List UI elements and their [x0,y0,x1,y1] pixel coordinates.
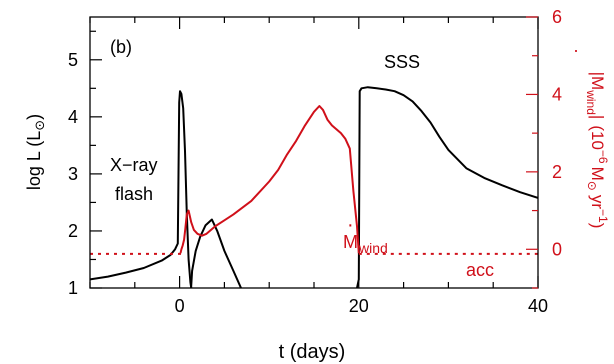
y-right-exp2: −1 [596,209,610,223]
y-right-abs-open: |M [588,72,607,91]
y-left-tick-label: 4 [68,107,78,127]
y-right-wind-sub: wind [584,89,598,115]
y-right-label-dot: · [567,48,587,54]
series-line-m-wind-3 [179,105,360,254]
y-right-exp1: −6 [596,150,610,164]
series-layer [90,86,538,288]
y-right-units-close: ) [588,223,607,229]
xray-flash-label-line1: X−ray [110,155,158,175]
y-left-label-sun: ⊙ [32,120,47,131]
y-right-tick-label: 0 [552,239,562,259]
mdot-wind-label: · M wind [343,214,388,256]
y-left-tick-label: 3 [68,164,78,184]
y-left-tick-label: 5 [68,50,78,70]
y-right-tick-label: 2 [552,162,562,182]
y-right-axis-label: |Mwind| (10−6 M⊙ yr−1) [584,72,610,229]
y-left-label-close: ) [24,114,44,120]
x-tick-label: 20 [349,296,369,316]
ticks-layer: 0 20 40 1 2 3 4 5 0 2 4 6 [68,7,562,316]
y-left-axis-label: log L (L⊙) [24,114,47,190]
y-left-label-main: log L (L [24,131,44,190]
y-right-tick-label: 6 [552,7,562,27]
xray-flash-label-line2: flash [115,184,153,204]
mdot-wind-main: M [343,232,358,252]
y-left-tick-label: 1 [68,278,78,298]
acc-label: acc [466,260,494,280]
plot-frame [89,16,539,289]
series-line-0 [90,90,193,288]
sss-label: SSS [384,52,420,72]
y-left-tick-label: 2 [68,221,78,241]
svg-text:|Mwind|(10−6M⊙yr−1): |Mwind| (10−6 M⊙ yr−1) [584,72,610,229]
y-right-units-yr: yr [588,195,607,210]
y-right-sun: ⊙ [585,181,599,191]
x-tick-label: 0 [175,296,185,316]
x-tick-label: 40 [528,296,548,316]
svg-text:log L (L⊙): log L (L⊙) [24,114,47,190]
mdot-wind-sub: wind [358,240,388,256]
mdot-wind-dot: · [347,214,354,236]
series-line-2 [355,86,538,288]
panel-label: (b) [110,37,132,57]
y-right-abs-close: | [588,115,607,119]
y-right-tick-label: 4 [552,84,562,104]
series-line-1 [190,218,243,288]
x-axis-label: t (days) [279,341,346,363]
y-right-units-m: M [588,167,607,181]
y-right-units-open: (10 [588,125,607,150]
